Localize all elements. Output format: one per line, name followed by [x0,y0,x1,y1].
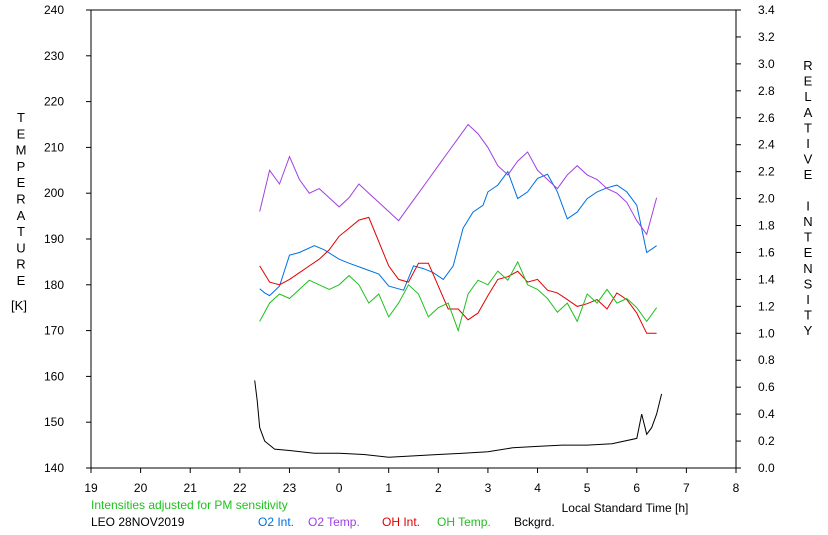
right-tick-label: 1.4 [758,272,775,286]
x-axis-ticks: 19 20 21 22 23 0 1 2 3 4 5 6 7 8 [84,468,740,495]
left-axis-unit: [K] [11,298,27,313]
series-o2-temp [259,123,658,236]
right-tick-label: 2.8 [758,84,775,98]
x-tick-label: 4 [534,481,541,495]
right-axis-letter: T [804,230,812,245]
left-axis-letter: T [17,110,25,125]
series-o2-int [259,170,657,297]
right-axis-letter: N [803,214,812,229]
right-axis-letter: T [804,308,812,323]
left-tick-label: 230 [44,49,64,63]
x-tick-label: 21 [184,481,198,495]
left-axis-letter: E [17,126,26,141]
left-axis-letter: P [17,159,26,174]
series-oh-temp [259,260,658,333]
right-tick-label: 0.8 [758,353,775,367]
x-tick-label: 1 [385,481,392,495]
left-axis-letter: U [16,240,25,255]
right-tick-label: 0.4 [758,407,775,421]
left-tick-label: 190 [44,232,64,246]
right-axis-letter: A [804,105,813,120]
x-tick-label: 2 [435,481,442,495]
right-axis-letter: E [804,245,813,260]
left-tick-label: 200 [44,186,64,200]
right-axis-letter: R [803,58,812,73]
series-layer [254,123,663,458]
pm-sensitivity-note: Intensities adjusted for PM sensitivity [91,498,288,512]
left-axis-letter: E [17,273,26,288]
right-tick-label: 2.6 [758,111,775,125]
left-axis-letter: R [16,192,25,207]
legend-entry: Bckgrd. [514,515,555,529]
legend-entry: OH Temp. [437,515,491,529]
x-tick-label: 19 [84,481,98,495]
legend-entry: OH Int. [382,515,420,529]
right-axis-letter: I [806,198,810,213]
left-axis-letter: T [17,224,25,239]
left-tick-label: 220 [44,95,64,109]
right-axis-letter: I [806,136,810,151]
right-axis-letter: N [803,261,812,276]
station-label: LEO 28NOV2019 [91,515,185,529]
right-tick-label: 3.4 [758,3,775,17]
left-axis-letter: E [17,175,26,190]
right-tick-label: 0.6 [758,380,775,394]
right-tick-label: 1.8 [758,219,775,233]
left-axis-ticks: 140 150 160 170 180 190 200 210 220 230 240 [44,3,91,475]
right-tick-label: 3.2 [758,30,775,44]
right-axis-letter: E [804,167,813,182]
left-tick-label: 150 [44,415,64,429]
x-tick-label: 23 [283,481,297,495]
right-tick-label: 1.6 [758,245,775,259]
left-tick-label: 210 [44,140,64,154]
right-tick-label: 2.4 [758,138,775,152]
left-axis-letter: A [17,208,26,223]
right-axis-letter: E [804,74,813,89]
x-tick-label: 6 [633,481,640,495]
right-tick-label: 3.0 [758,57,775,71]
legend-entry: O2 Int. [258,515,294,529]
right-tick-label: 1.0 [758,326,775,340]
left-axis-letter: R [16,257,25,272]
right-axis-ticks: 0.0 0.2 0.4 0.6 0.8 1.0 1.2 1.4 1.6 1.8 2.0 2.2 2.4 2… [736,3,775,475]
right-tick-label: 2.2 [758,165,775,179]
right-tick-label: 0.0 [758,461,775,475]
right-axis-letter: S [804,276,813,291]
x-tick-label: 5 [584,481,591,495]
x-tick-label: 22 [233,481,247,495]
right-tick-label: 2.0 [758,192,775,206]
left-tick-label: 180 [44,278,64,292]
left-tick-label: 160 [44,369,64,383]
left-axis-letter: M [16,143,27,158]
right-axis-letter: V [804,152,813,167]
x-tick-label: 8 [733,481,740,495]
x-tick-label: 20 [134,481,148,495]
legend-entry: O2 Temp. [308,515,360,529]
right-axis-letter: L [804,89,811,104]
left-tick-label: 170 [44,324,64,338]
series-bckgrd [254,380,663,458]
right-axis-letter: Y [804,323,813,338]
x-tick-label: 7 [683,481,690,495]
right-axis-letter: I [806,292,810,307]
right-tick-label: 0.2 [758,434,775,448]
right-tick-label: 1.2 [758,299,775,313]
x-tick-label: 0 [336,481,343,495]
legend: O2 Int. O2 Temp. OH Int. OH Temp. Bckgrd. [258,515,555,529]
right-axis-letter: T [804,120,812,135]
series-oh-int [259,216,657,334]
left-tick-label: 240 [44,3,64,17]
x-axis-label: Local Standard Time [h] [562,501,689,515]
x-tick-label: 3 [485,481,492,495]
left-tick-label: 140 [44,461,64,475]
